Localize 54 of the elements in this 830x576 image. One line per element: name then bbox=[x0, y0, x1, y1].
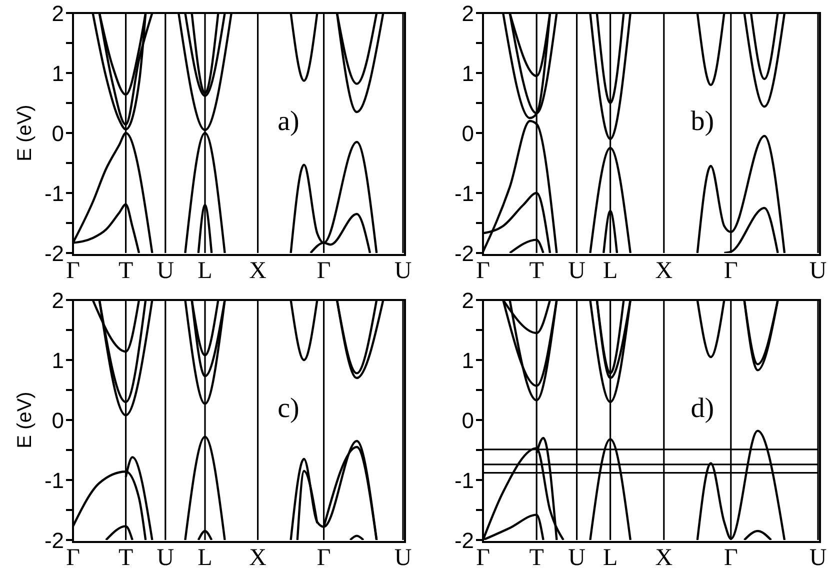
x-tick-label: Γ bbox=[66, 258, 80, 284]
x-tick-label: L bbox=[602, 545, 618, 572]
x-tick-label: T bbox=[118, 258, 134, 284]
y-tick-label: 0 bbox=[462, 408, 474, 433]
x-tick-label: T bbox=[529, 258, 544, 284]
y-tick-label: 2 bbox=[52, 288, 64, 313]
x-tick-label: Γ bbox=[476, 258, 490, 284]
y-tick-label: 0 bbox=[52, 408, 64, 433]
x-tick-label: X bbox=[655, 258, 673, 284]
y-tick-label: 2 bbox=[52, 0, 64, 26]
y-axis-title: E (eV) bbox=[14, 392, 36, 448]
y-tick-label: 0 bbox=[462, 120, 474, 146]
y-tick-label: 1 bbox=[462, 348, 474, 373]
y-tick-label: 2 bbox=[462, 288, 474, 313]
y-tick-label: 0 bbox=[52, 120, 64, 146]
x-tick-label: T bbox=[118, 545, 134, 572]
annotation: c) bbox=[278, 392, 300, 424]
y-tick-label: -2 bbox=[454, 528, 474, 553]
annotation: d) bbox=[690, 392, 714, 424]
x-tick-label: Γ bbox=[724, 258, 738, 284]
y-axis-title: E (eV) bbox=[14, 104, 36, 162]
annotation: b) bbox=[690, 106, 714, 137]
x-tick-label: X bbox=[655, 545, 673, 572]
x-tick-label: U bbox=[394, 258, 412, 284]
y-tick-label: -1 bbox=[44, 468, 64, 493]
x-tick-label: X bbox=[249, 258, 266, 284]
x-tick-label: U bbox=[568, 258, 586, 284]
y-tick-label: -2 bbox=[44, 528, 64, 553]
annotation: a) bbox=[278, 106, 300, 137]
x-tick-label: Γ bbox=[724, 545, 738, 572]
x-tick-label: X bbox=[249, 545, 266, 572]
x-tick-label: U bbox=[809, 258, 827, 284]
y-tick-label: -1 bbox=[454, 180, 474, 206]
y-tick-label: -1 bbox=[454, 468, 474, 493]
x-tick-label: L bbox=[198, 258, 212, 284]
x-tick-label: Γ bbox=[476, 545, 490, 572]
y-tick-label: -2 bbox=[44, 240, 64, 266]
x-tick-label: T bbox=[529, 545, 544, 572]
x-tick-label: U bbox=[809, 545, 827, 572]
x-tick-label: U bbox=[568, 545, 586, 572]
y-tick-label: -2 bbox=[454, 240, 474, 266]
x-tick-label: L bbox=[198, 545, 212, 572]
x-tick-label: U bbox=[156, 545, 174, 572]
x-tick-label: Γ bbox=[316, 258, 331, 284]
x-tick-label: L bbox=[602, 258, 618, 284]
x-tick-label: Γ bbox=[66, 545, 80, 572]
y-tick-label: 2 bbox=[462, 0, 474, 26]
y-tick-label: 1 bbox=[52, 60, 64, 86]
x-tick-label: Γ bbox=[316, 545, 331, 572]
y-tick-label: -1 bbox=[44, 180, 64, 206]
x-tick-label: U bbox=[394, 545, 412, 572]
y-tick-label: 1 bbox=[52, 348, 64, 373]
y-tick-label: 1 bbox=[462, 60, 474, 86]
x-tick-label: U bbox=[156, 258, 174, 284]
